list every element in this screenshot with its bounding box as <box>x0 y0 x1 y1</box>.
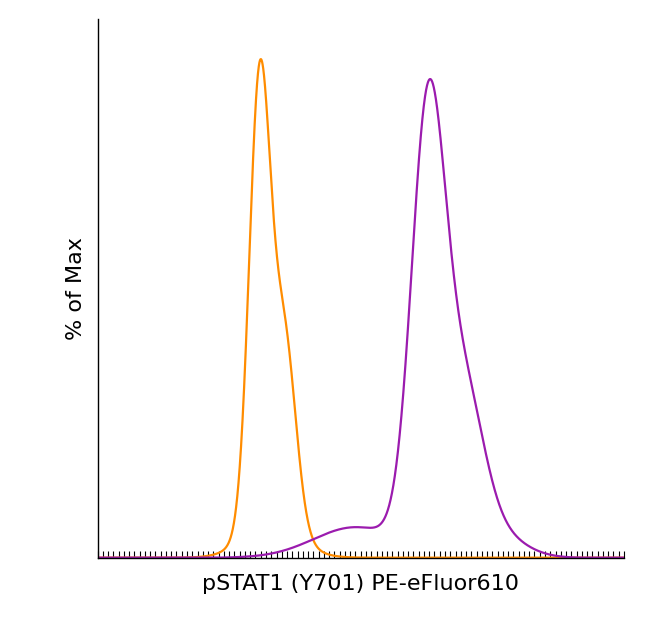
X-axis label: pSTAT1 (Y701) PE-eFluor610: pSTAT1 (Y701) PE-eFluor610 <box>202 574 519 594</box>
Y-axis label: % of Max: % of Max <box>66 237 86 340</box>
